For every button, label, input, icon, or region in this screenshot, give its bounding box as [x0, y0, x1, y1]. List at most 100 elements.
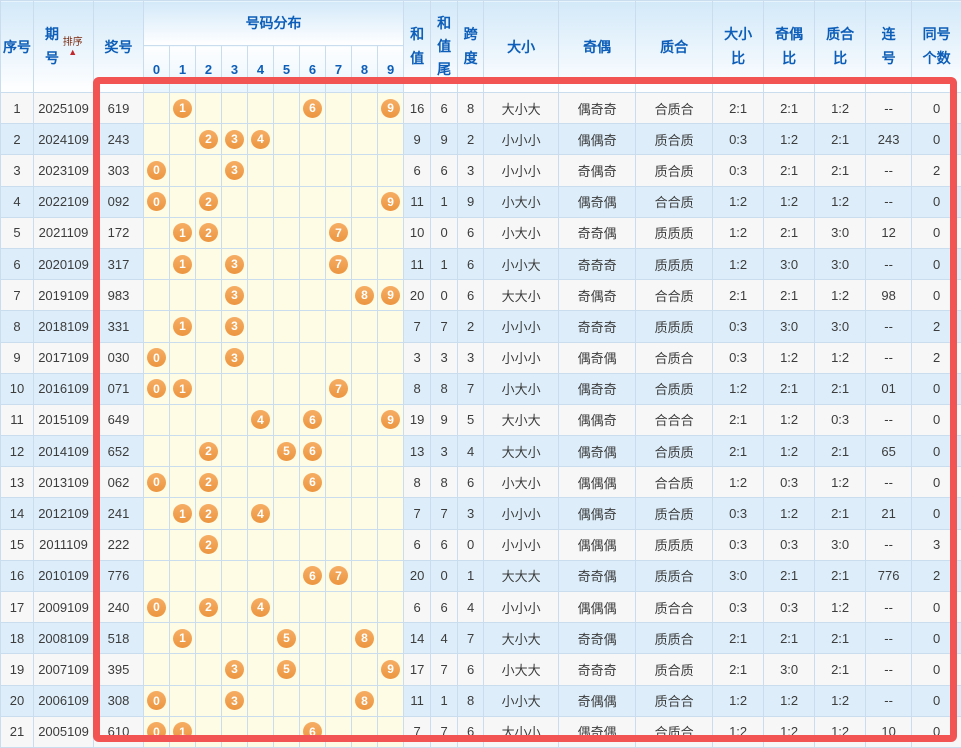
consecutive-cell: 10 — [866, 716, 912, 747]
size-cell: 小小小 — [484, 311, 559, 342]
prime-composite-ratio-cell: 1:2 — [815, 342, 866, 373]
prize-cell: 222 — [94, 529, 144, 560]
serial-header-label: 序号 — [3, 39, 31, 55]
prize-header-label: 奖号 — [105, 39, 133, 55]
serial-header: 序号 — [1, 1, 34, 93]
digit-cell — [274, 560, 300, 591]
digit-cell — [222, 93, 248, 124]
odd-even-ratio-cell: 2:1 — [764, 217, 815, 248]
number-ball: 8 — [355, 286, 374, 305]
prime-composite-cell: 合质质 — [636, 373, 713, 404]
odd-even-cell: 偶奇奇 — [559, 93, 636, 124]
serial-cell: 17 — [1, 592, 34, 623]
digit-cell: 0 — [144, 186, 170, 217]
period-header-label: 期号 — [44, 23, 59, 69]
prime-composite-ratio-cell: 2:1 — [815, 124, 866, 155]
prime-composite-ratio-cell: 1:2 — [815, 685, 866, 716]
digit-header-label: 0 — [153, 62, 160, 77]
same-count-cell: 0 — [912, 623, 961, 654]
digit-cell — [300, 186, 326, 217]
size-cell: 小大小 — [484, 217, 559, 248]
number-ball: 3 — [225, 348, 244, 367]
size-ratio-cell: 0:3 — [713, 529, 764, 560]
prime-composite-ratio-cell: 2:1 — [815, 436, 866, 467]
odd-even-cell: 奇偶偶 — [559, 685, 636, 716]
digit-cell: 9 — [378, 654, 404, 685]
digit-cell — [274, 280, 300, 311]
same-count-cell: 0 — [912, 93, 961, 124]
prize-cell: 092 — [94, 186, 144, 217]
number-ball: 9 — [381, 99, 400, 118]
digit-cell — [170, 436, 196, 467]
prime-composite-ratio-cell: 1:2 — [815, 467, 866, 498]
sum-tail-cell: 4 — [431, 623, 458, 654]
period-cell: 2012109 — [34, 498, 94, 529]
odd-even-cell: 偶偶奇 — [559, 498, 636, 529]
digit-header: 0 — [144, 46, 170, 93]
digit-cell — [248, 467, 274, 498]
odd-even-cell: 奇奇偶 — [559, 623, 636, 654]
digit-cell — [326, 186, 352, 217]
odd-even-cell: 偶奇偶 — [559, 186, 636, 217]
consecutive-cell: -- — [866, 685, 912, 716]
digit-cell: 2 — [196, 592, 222, 623]
number-ball: 0 — [147, 722, 166, 741]
digit-cell — [248, 186, 274, 217]
digit-cell — [274, 716, 300, 747]
size-ratio-header-label: 大小比 — [723, 23, 754, 69]
prize-cell: 071 — [94, 373, 144, 404]
prime-composite-header: 质合 — [636, 1, 713, 93]
digit-cell — [378, 124, 404, 155]
period-cell: 2021109 — [34, 217, 94, 248]
digit-cell — [352, 342, 378, 373]
period-cell: 2006109 — [34, 685, 94, 716]
digit-cell: 6 — [300, 436, 326, 467]
digit-cell — [222, 186, 248, 217]
number-ball: 9 — [381, 192, 400, 211]
digit-cell — [144, 623, 170, 654]
serial-cell: 20 — [1, 685, 34, 716]
number-ball: 3 — [225, 161, 244, 180]
span-cell: 4 — [458, 436, 484, 467]
prime-composite-cell: 质质合 — [636, 623, 713, 654]
period-cell: 2016109 — [34, 373, 94, 404]
odd-even-ratio-cell: 2:1 — [764, 155, 815, 186]
digit-cell — [274, 467, 300, 498]
digit-cell — [352, 560, 378, 591]
prime-composite-ratio-cell: 2:1 — [815, 560, 866, 591]
number-ball: 5 — [277, 629, 296, 648]
digit-cell — [300, 280, 326, 311]
same-count-cell: 0 — [912, 685, 961, 716]
digit-cell: 2 — [196, 498, 222, 529]
period-cell: 2022109 — [34, 186, 94, 217]
prime-composite-cell: 合质质 — [636, 436, 713, 467]
number-ball: 7 — [329, 255, 348, 274]
period-cell: 2018109 — [34, 311, 94, 342]
digit-cell: 2 — [196, 217, 222, 248]
span-cell: 6 — [458, 467, 484, 498]
prime-composite-ratio-cell: 1:2 — [815, 280, 866, 311]
prize-cell: 776 — [94, 560, 144, 591]
serial-cell: 14 — [1, 498, 34, 529]
number-ball: 2 — [199, 598, 218, 617]
digit-cell: 7 — [326, 248, 352, 279]
digit-cell: 1 — [170, 623, 196, 654]
digit-header: 7 — [326, 46, 352, 93]
digit-cell: 1 — [170, 311, 196, 342]
digit-cell — [378, 217, 404, 248]
digit-cell — [248, 436, 274, 467]
digit-cell — [222, 716, 248, 747]
digit-header: 6 — [300, 46, 326, 93]
sort-control[interactable]: 排序▲ — [63, 37, 83, 57]
digit-cell — [248, 654, 274, 685]
consecutive-cell: -- — [866, 623, 912, 654]
odd-even-ratio-cell: 0:3 — [764, 592, 815, 623]
digit-cell — [326, 716, 352, 747]
odd-even-cell: 奇奇奇 — [559, 311, 636, 342]
span-cell: 5 — [458, 404, 484, 435]
same-count-cell: 0 — [912, 217, 961, 248]
